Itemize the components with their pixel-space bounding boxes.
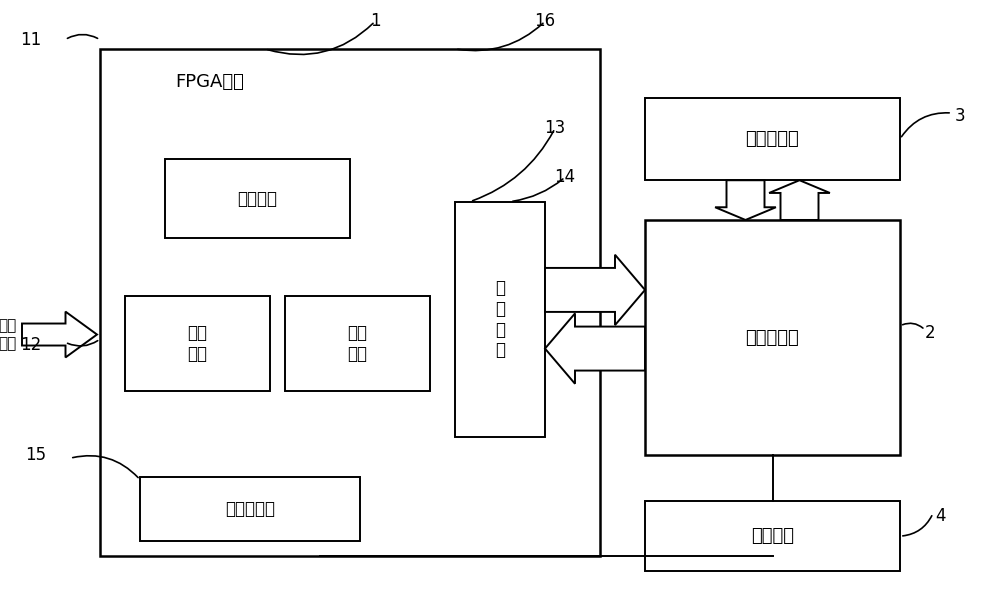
Text: 4: 4 [935,507,946,525]
Bar [100,49,600,556]
Bar [165,159,350,238]
Bar [125,296,270,391]
Text: 1: 1 [370,12,380,31]
Polygon shape [545,255,645,325]
Bar [140,477,360,541]
Text: 相
关
器
组: 相 关 器 组 [495,279,505,359]
Bar [645,501,900,571]
Polygon shape [715,180,776,220]
Text: 伪码
模块: 伪码 模块 [348,324,368,363]
Polygon shape [22,312,97,357]
Text: 13: 13 [544,119,566,137]
Bar [645,98,900,180]
Text: 2: 2 [925,324,936,342]
Text: 12: 12 [20,336,41,354]
Text: 观测量记录: 观测量记录 [225,500,275,518]
Bar [455,202,545,437]
Text: 电源模块: 电源模块 [751,527,794,545]
Text: FPGA模块: FPGA模块 [175,73,244,91]
Text: 15: 15 [25,446,46,464]
Polygon shape [545,313,645,384]
Text: 存储器模块: 存储器模块 [746,130,799,148]
Text: 处理器模块: 处理器模块 [746,329,799,346]
Text: 射频
输入: 射频 输入 [0,318,17,351]
Text: 快捕模块: 快捕模块 [238,189,278,208]
Text: 11: 11 [20,31,41,49]
Bar [285,296,430,391]
Bar [645,220,900,455]
Text: 载波
模块: 载波 模块 [188,324,208,363]
Text: 14: 14 [554,168,576,186]
Text: 16: 16 [534,12,556,31]
Polygon shape [769,180,830,220]
Text: 3: 3 [955,107,966,125]
